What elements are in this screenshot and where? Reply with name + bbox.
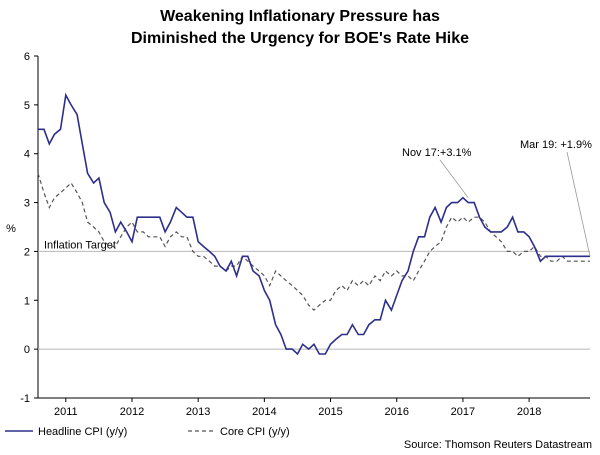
chart-title-line-1: Weakening Inflationary Pressure has — [160, 8, 440, 25]
inflation-target-label: Inflation Target — [44, 239, 116, 251]
legend-headline-label: Headline CPI (y/y) — [38, 426, 127, 438]
x-ticks: 2011 2012 2013 2014 2015 2016 2017 2018 — [54, 398, 541, 418]
x-tick-label: 2018 — [517, 406, 541, 418]
y-tick-label: 1 — [24, 295, 30, 307]
y-tick-label: 4 — [24, 149, 30, 161]
y-tick-label: -1 — [20, 393, 30, 405]
y-tick-label: 2 — [24, 246, 30, 258]
legend-core-label: Core CPI (y/y) — [220, 426, 290, 438]
y-tick-label: 5 — [24, 100, 30, 112]
x-tick-label: 2017 — [451, 406, 475, 418]
y-tick-label: 6 — [24, 51, 30, 63]
x-tick-label: 2011 — [54, 406, 78, 418]
annotation-nov17: Nov 17:+3.1% — [402, 147, 472, 159]
annotation-mar19-leader — [566, 151, 591, 257]
y-axis-label: % — [6, 223, 16, 235]
chart-title-line-2: Diminished the Urgency for BOE's Rate Hi… — [131, 30, 469, 47]
core-cpi-line — [37, 173, 590, 311]
headline-cpi-line — [38, 92, 590, 356]
x-tick-label: 2012 — [120, 406, 144, 418]
source-note: Source: Thomson Reuters Datastream — [404, 439, 592, 451]
annotation-mar19: Mar 19: +1.9% — [520, 139, 592, 151]
annotation-nov17-leader — [439, 159, 469, 198]
x-tick-label: 2014 — [252, 406, 276, 418]
x-tick-label: 2013 — [186, 406, 210, 418]
y-tick-label: 3 — [24, 198, 30, 210]
x-tick-label: 2015 — [318, 406, 342, 418]
legend: Headline CPI (y/y) Core CPI (y/y) — [5, 426, 290, 438]
y-tick-label: 0 — [24, 344, 30, 356]
x-tick-label: 2016 — [384, 406, 408, 418]
y-ticks: -1 0 1 2 3 4 5 6 — [20, 51, 38, 405]
